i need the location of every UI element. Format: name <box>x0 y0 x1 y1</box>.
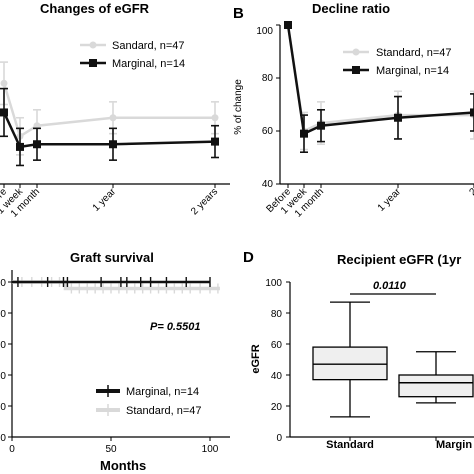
panel-b-y-ticks: 40 60 80 100 <box>256 25 280 190</box>
panel-a-point-standard <box>1 80 8 87</box>
panel-d-letter: D <box>243 249 254 266</box>
panel-a-title: Changes of eGFR <box>40 1 150 16</box>
panel-b-y-tick-label: 80 <box>262 73 274 84</box>
panel-c-x-tick-label: 0 <box>9 444 15 455</box>
panel-d-y-label: eGFR <box>250 344 262 373</box>
panel-c-y-tick-label: 50 <box>0 433 6 444</box>
panel-b-point-marginal <box>300 130 308 138</box>
panel-c-x-label: Months <box>100 458 146 473</box>
panel-d-y-ticks: 0 20 40 60 80 100 <box>265 278 290 444</box>
panel-b-y-tick-label: 40 <box>262 179 274 190</box>
panel-b-point-marginal <box>470 108 474 116</box>
panel-a-point-standard <box>110 114 117 121</box>
panel-a-point-marginal <box>33 140 41 148</box>
panel-b-point-marginal <box>394 114 402 122</box>
panel-c-legend-standard: Standard, n=47 <box>126 405 202 417</box>
panel-b-legend-standard: Standard, n=47 <box>376 47 452 59</box>
panel-c-y-tick-label: 60 <box>0 402 6 413</box>
panel-a-legend: Sandard, n=47 Marginal, n=14 <box>80 40 185 70</box>
panel-d-marks <box>313 302 473 441</box>
panel-d-y-tick-label: 0 <box>276 433 282 444</box>
panel-b-y-tick-label: 100 <box>256 26 273 37</box>
panel-a-point-marginal <box>211 138 219 146</box>
panel-b-point-marginal <box>284 21 292 29</box>
panel-b-legend: Standard, n=47 Marginal, n=14 <box>343 47 452 77</box>
panel-c-y-tick-label: 90 <box>0 309 6 320</box>
panel-b-letter: B <box>233 5 244 22</box>
panel-a-point-marginal <box>0 108 8 116</box>
panel-d-recipient-egfr: D Recipient eGFR (1yr eGFR 0 20 40 60 80… <box>243 249 474 451</box>
panel-d-y-tick-label: 20 <box>271 402 283 413</box>
panel-b-decline-ratio: B Decline ratio % of change 40 60 80 100… <box>233 1 474 220</box>
panel-c-p-value: P= 0.5501 <box>150 321 200 333</box>
panel-b-x-tick-label: 2 <box>467 186 474 198</box>
panel-b-legend-marginal: Marginal, n=14 <box>376 65 449 77</box>
legend-marker-marginal <box>89 59 97 67</box>
panel-d-y-tick-label: 80 <box>271 309 283 320</box>
panel-b-y-tick-label: 60 <box>262 126 274 137</box>
panel-d-box <box>399 375 473 397</box>
panel-c-y-tick-label: 70 <box>0 371 6 382</box>
panel-d-box <box>313 347 387 380</box>
panel-c-legend-marginal: Marginal, n=14 <box>126 386 199 398</box>
panel-b-point-marginal <box>317 122 325 130</box>
panel-c-x-tick-label: 100 <box>202 444 219 455</box>
panel-c-x-tick-label: 50 <box>105 444 117 455</box>
panel-c-marks: 0 50 100 <box>9 277 220 455</box>
panel-a-point-marginal <box>16 143 24 151</box>
panel-b-title: Decline ratio <box>312 1 390 16</box>
panel-a-x-tick-label: 1 year <box>91 186 119 214</box>
panel-a-legend-standard: Sandard, n=47 <box>112 40 184 52</box>
panel-d-title: Recipient eGFR (1yr <box>337 252 461 267</box>
panel-c-y-tick-label: 80 <box>0 340 6 351</box>
panel-d-y-tick-label: 100 <box>265 278 282 289</box>
panel-c-y-tick-label: 00 <box>0 278 6 289</box>
panel-c-legend: Marginal, n=14 Standard, n=47 <box>96 385 202 417</box>
panel-c-y-ticks: 00 90 80 70 60 50 <box>0 278 12 444</box>
legend-marker-standard <box>90 42 97 49</box>
panel-d-y-tick-label: 60 <box>271 340 283 351</box>
panel-c-graft-survival: Graft survival 00 90 80 70 60 50 050100 … <box>0 250 230 473</box>
panel-a-legend-marginal: Marginal, n=14 <box>112 58 185 70</box>
panel-a-x-tick-label: 2 years <box>189 186 220 217</box>
panel-d-y-tick-label: 40 <box>271 371 283 382</box>
panel-d-category-label: Standard <box>326 439 374 451</box>
panel-d-category-label: Margin <box>436 439 472 451</box>
panel-d-p-value: 0.0110 <box>373 280 407 292</box>
panel-a-point-standard <box>212 114 219 121</box>
panel-b-x-tick-label: 1 year <box>376 186 404 214</box>
panel-a-point-marginal <box>109 140 117 148</box>
panel-b-y-label: % of change <box>233 79 244 135</box>
panel-c-title: Graft survival <box>70 250 154 265</box>
